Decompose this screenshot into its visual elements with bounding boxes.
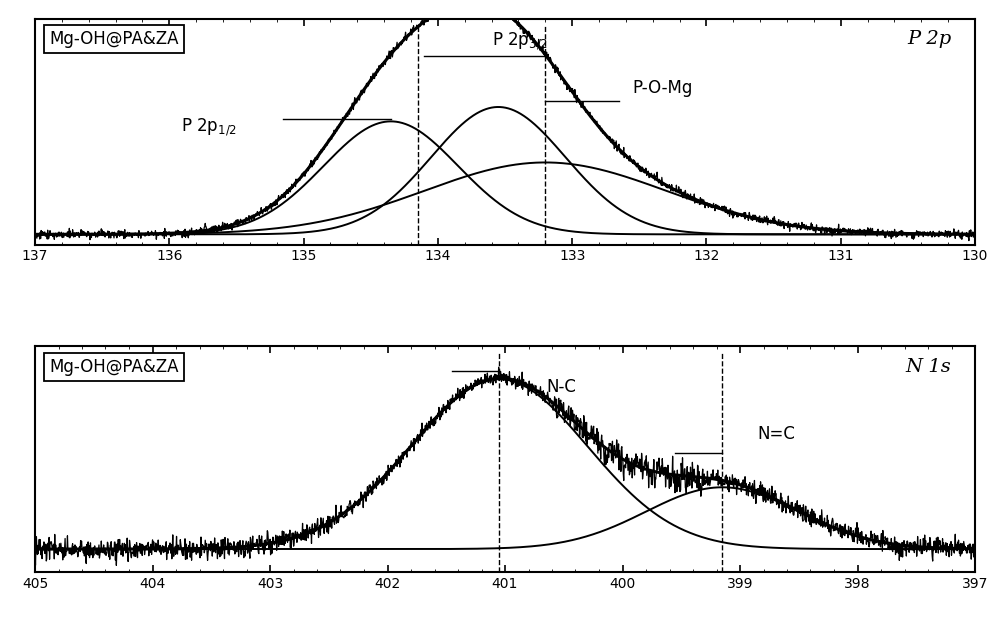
Text: P-O-Mg: P-O-Mg <box>633 79 693 96</box>
Text: P 2p$_{3/2}$: P 2p$_{3/2}$ <box>492 30 547 52</box>
Text: P 2p: P 2p <box>907 30 952 48</box>
Text: N=C: N=C <box>758 425 796 443</box>
Text: N-C: N-C <box>546 378 576 396</box>
Text: N 1s: N 1s <box>906 358 952 376</box>
Text: P 2p$_{1/2}$: P 2p$_{1/2}$ <box>181 117 236 138</box>
Text: Mg-OH@PA&ZA: Mg-OH@PA&ZA <box>49 30 179 48</box>
Text: Mg-OH@PA&ZA: Mg-OH@PA&ZA <box>49 358 179 376</box>
